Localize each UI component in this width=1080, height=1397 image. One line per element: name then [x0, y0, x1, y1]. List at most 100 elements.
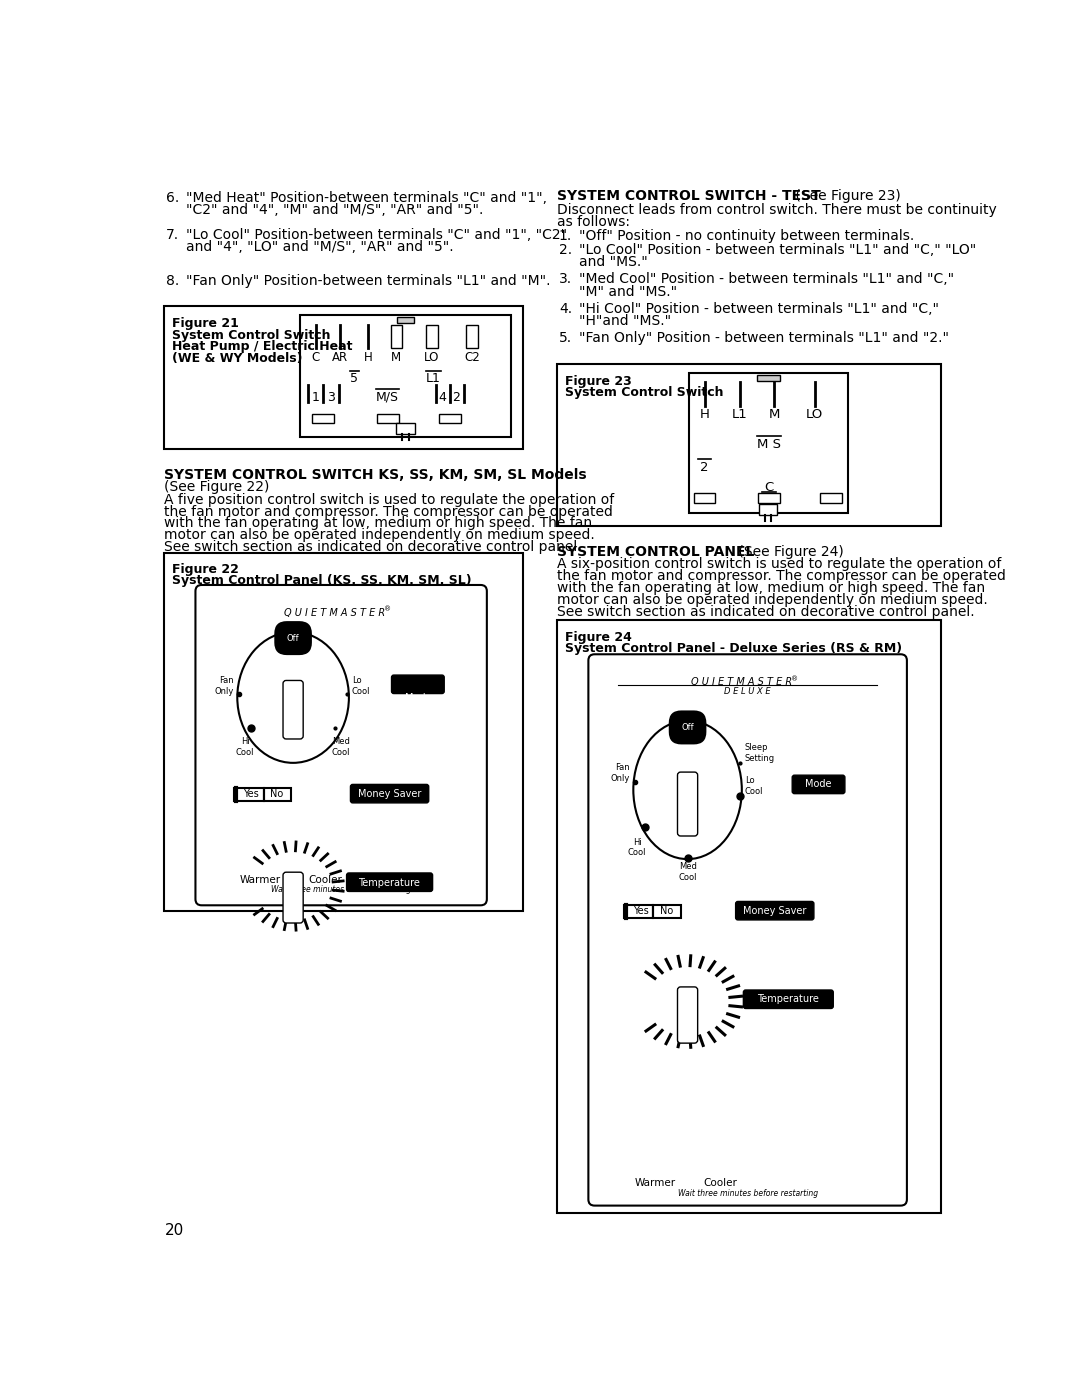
Text: 1.: 1.: [559, 229, 572, 243]
Text: "Med Cool" Position - between terminals "L1" and "C,": "Med Cool" Position - between terminals …: [579, 272, 955, 286]
Bar: [312, 414, 334, 423]
Text: "C2" and "4", "M" and "M/S", "AR" and "5".: "C2" and "4", "M" and "M/S", "AR" and "5…: [186, 203, 484, 217]
Bar: [438, 414, 460, 423]
Text: Med
Cool: Med Cool: [332, 738, 350, 757]
Text: Sleep
Setting: Sleep Setting: [745, 743, 775, 763]
Text: "Lo Cool" Position-between terminals "C" and "1", "C2": "Lo Cool" Position-between terminals "C"…: [186, 228, 567, 242]
FancyBboxPatch shape: [350, 784, 429, 803]
Bar: [758, 493, 780, 503]
Text: Money Saver: Money Saver: [357, 789, 421, 799]
Text: 2: 2: [700, 461, 708, 474]
Text: Cooler: Cooler: [309, 875, 342, 884]
Text: motor can also be operated independently on medium speed.: motor can also be operated independently…: [164, 528, 595, 542]
Text: C2: C2: [464, 351, 480, 363]
Bar: [689, 373, 848, 513]
Text: See switch section as indicated on decorative control panel.: See switch section as indicated on decor…: [164, 541, 582, 555]
Text: and "MS.": and "MS.": [579, 256, 648, 270]
Text: (See Figure 24): (See Figure 24): [734, 545, 843, 559]
FancyBboxPatch shape: [743, 990, 834, 1009]
Text: C: C: [765, 481, 773, 495]
Text: the fan motor and compressor. The compressor can be operated: the fan motor and compressor. The compre…: [557, 569, 1007, 583]
Text: 6.: 6.: [166, 191, 179, 205]
Text: System Control Panel - Deluxe Series (RS & RM): System Control Panel - Deluxe Series (RS…: [565, 643, 902, 655]
Text: H: H: [364, 351, 373, 363]
Text: M S: M S: [757, 437, 781, 451]
Text: AR: AR: [333, 351, 349, 363]
Text: Lo
Cool: Lo Cool: [745, 777, 764, 796]
FancyBboxPatch shape: [392, 675, 444, 693]
Text: Figure 23: Figure 23: [565, 374, 632, 388]
Text: SYSTEM CONTROL SWITCH - TEST: SYSTEM CONTROL SWITCH - TEST: [557, 189, 821, 203]
Text: Temperature: Temperature: [359, 877, 420, 888]
Text: Mode: Mode: [405, 693, 431, 703]
Text: Wait three minutes before restarting: Wait three minutes before restarting: [271, 886, 411, 894]
Text: C: C: [311, 351, 320, 363]
Text: System Control Switch: System Control Switch: [172, 328, 330, 342]
Ellipse shape: [238, 631, 349, 763]
Text: 7.: 7.: [166, 228, 179, 242]
Text: Cooler: Cooler: [703, 1178, 737, 1187]
Text: "M" and "MS.": "M" and "MS.": [579, 285, 677, 299]
Text: (WE & WY Models): (WE & WY Models): [172, 352, 302, 365]
Text: 4.: 4.: [559, 302, 572, 316]
Text: and "4", "LO" and "M/S", "AR" and "5".: and "4", "LO" and "M/S", "AR" and "5".: [186, 240, 454, 254]
Text: SYSTEM CONTROL SWITCH KS, SS, KM, SM, SL Models: SYSTEM CONTROL SWITCH KS, SS, KM, SM, SL…: [164, 468, 588, 482]
Text: "H"and "MS.": "H"and "MS.": [579, 314, 671, 328]
Text: Yes: Yes: [243, 789, 259, 799]
Text: Wait three minutes before restarting: Wait three minutes before restarting: [677, 1189, 818, 1197]
Bar: [653, 905, 680, 918]
FancyBboxPatch shape: [793, 775, 845, 793]
Bar: [624, 905, 653, 918]
Text: 5: 5: [350, 373, 359, 386]
Text: L1: L1: [426, 373, 441, 386]
Text: 3: 3: [327, 391, 335, 404]
Text: Hi
Cool: Hi Cool: [627, 838, 647, 856]
Text: 8.: 8.: [166, 274, 179, 288]
Text: 3.: 3.: [559, 272, 572, 286]
Text: Q U I E T M A S T E R: Q U I E T M A S T E R: [691, 678, 792, 687]
Text: Off: Off: [287, 634, 299, 643]
Bar: [757, 374, 780, 381]
Text: the fan motor and compressor. The compressor can be operated: the fan motor and compressor. The compre…: [164, 504, 613, 518]
Bar: [820, 493, 841, 503]
Bar: [465, 324, 478, 348]
Text: SYSTEM CONTROL PANEL: SYSTEM CONTROL PANEL: [557, 545, 755, 559]
Text: Temperature: Temperature: [757, 995, 820, 1004]
Bar: [264, 788, 291, 800]
Text: Mode: Mode: [806, 780, 832, 789]
Text: M: M: [391, 351, 402, 363]
Text: "Off" Position - no continuity between terminals.: "Off" Position - no continuity between t…: [579, 229, 915, 243]
FancyBboxPatch shape: [283, 680, 303, 739]
Bar: [693, 493, 715, 503]
Bar: [426, 324, 438, 348]
Text: Warmer: Warmer: [240, 875, 281, 884]
Text: with the fan operating at low, medium or high speed. The fan: with the fan operating at low, medium or…: [164, 517, 593, 531]
Text: Fan
Only: Fan Only: [611, 763, 631, 782]
Text: M/S: M/S: [376, 391, 400, 404]
Text: "Fan Only" Position - between terminals "L1" and "2.": "Fan Only" Position - between terminals …: [579, 331, 949, 345]
Text: "Fan Only" Position-between terminals "L1" and "M".: "Fan Only" Position-between terminals "L…: [186, 274, 551, 288]
Text: 1: 1: [312, 391, 320, 404]
Text: 5.: 5.: [559, 331, 572, 345]
FancyBboxPatch shape: [735, 901, 814, 921]
FancyBboxPatch shape: [283, 872, 303, 923]
Text: ®: ®: [384, 606, 391, 612]
Text: A six-position control switch is used to regulate the operation of: A six-position control switch is used to…: [557, 557, 1002, 571]
Text: System Control Switch: System Control Switch: [565, 386, 724, 398]
Text: Off: Off: [681, 722, 693, 732]
Text: (See Figure 23): (See Figure 23): [792, 189, 901, 203]
Text: 4: 4: [438, 391, 446, 404]
Text: M: M: [769, 408, 780, 420]
FancyBboxPatch shape: [677, 773, 698, 835]
Text: Fan
Only: Fan Only: [215, 676, 234, 696]
Text: Disconnect leads from control switch. There must be continuity: Disconnect leads from control switch. Th…: [557, 203, 997, 217]
Bar: [557, 620, 941, 1214]
Text: H: H: [700, 408, 710, 420]
Text: Q U I E T M A S T E R: Q U I E T M A S T E R: [284, 608, 386, 617]
Text: motor can also be operated independently on medium speed.: motor can also be operated independently…: [557, 594, 988, 608]
Text: Lo
Cool: Lo Cool: [352, 676, 370, 696]
Text: 2.: 2.: [559, 243, 572, 257]
Text: Yes: Yes: [633, 907, 649, 916]
Text: Figure 21: Figure 21: [172, 317, 239, 330]
Text: "Med Heat" Position-between terminals "C" and "1",: "Med Heat" Position-between terminals "C…: [186, 191, 548, 205]
